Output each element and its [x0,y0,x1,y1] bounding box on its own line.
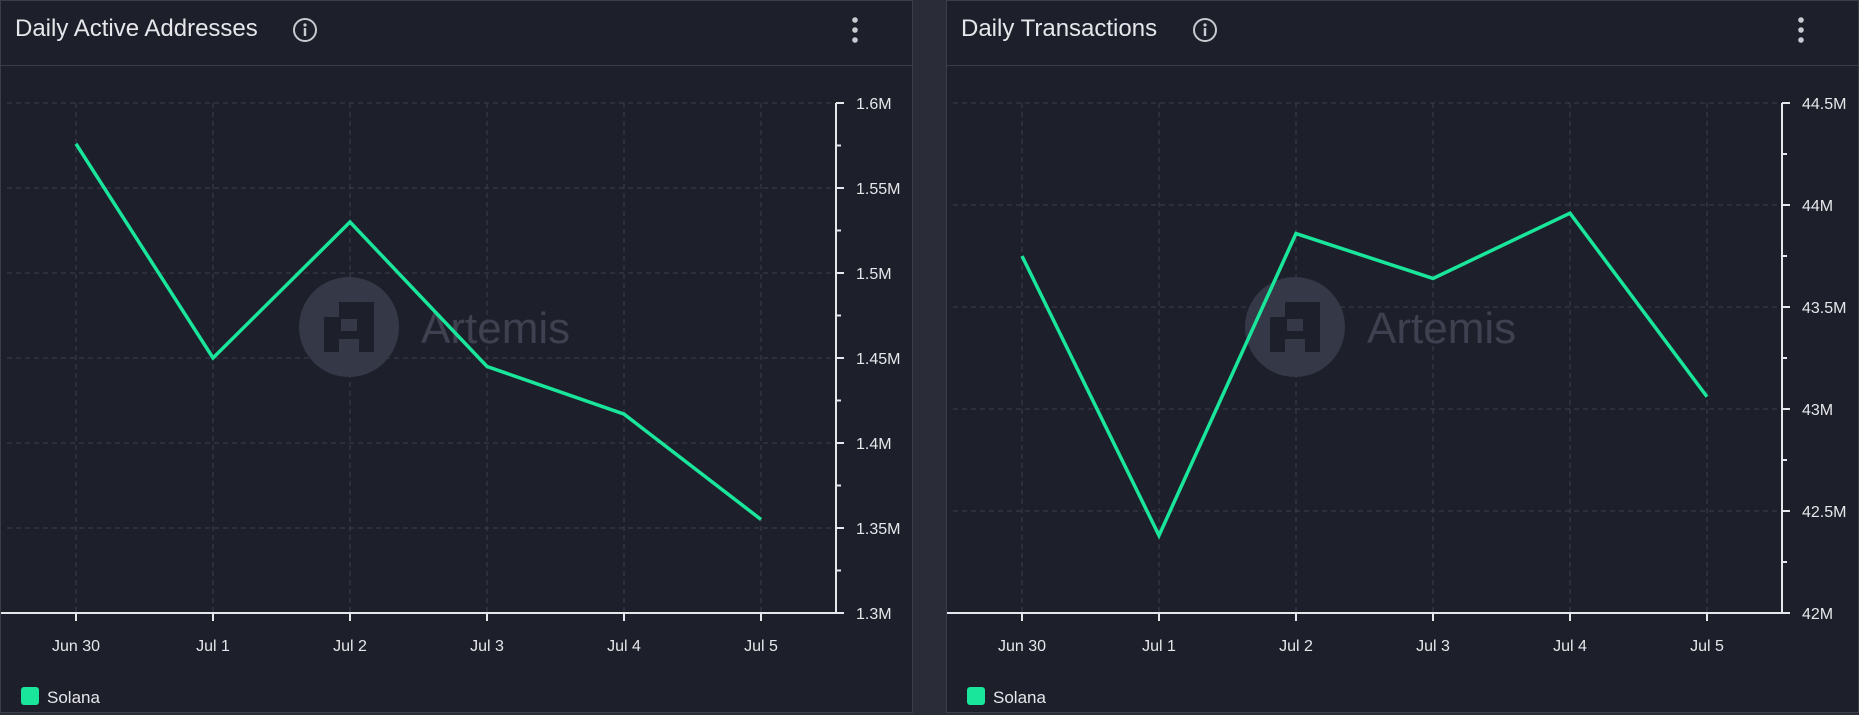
panel-title: Daily Active Addresses [15,15,258,42]
info-icon[interactable] [1192,17,1218,43]
watermark-logo-cutout [1287,319,1303,331]
chart-panel-daily-active-addresses: Daily Active Addresses Artemis Jun 30 Jul … [0,0,913,713]
panel-title: Daily Transactions [961,15,1158,42]
watermark-text: Artemis [1367,304,1516,353]
x-tick-label: Jul 4 [607,638,641,655]
x-tick-label: Jul 1 [196,638,230,655]
y-tick-label: 1.5M [856,266,892,283]
watermark-logo: Artemis [299,277,570,377]
x-tick-label: Jun 30 [998,638,1046,655]
kebab-menu-icon[interactable] [1796,15,1806,45]
x-tick-label: Jul 3 [1416,638,1450,655]
chart-panel-daily-transactions: Daily Transactions Artemis Jun 30 Jul 1 Jul… [946,0,1859,713]
watermark-logo-cutout [341,319,357,331]
x-tick-label: Jul 3 [470,638,504,655]
x-tick-label: Jun 30 [52,638,100,655]
y-tick-label: 1.55M [856,181,900,198]
y-tick-label: 1.3M [856,606,892,623]
y-tick-label: 42M [1802,606,1833,623]
y-tick-label: 44.5M [1802,96,1846,113]
y-tick-label: 1.45M [856,351,900,368]
y-tick-label: 1.6M [856,96,892,113]
x-tick-label: Jul 4 [1553,638,1587,655]
series-line-solana [1020,210,1709,540]
x-tick-label: Jul 1 [1142,638,1176,655]
panel-header: Daily Transactions [947,1,1858,66]
y-tick-label: 1.4M [856,436,892,453]
x-tick-label: Jul 5 [744,638,778,655]
legend-swatch [967,687,985,705]
legend-swatch [21,687,39,705]
x-tick-label: Jul 2 [333,638,367,655]
y-tick-label: 1.35M [856,521,900,538]
legend-label: Solana [47,688,100,707]
kebab-menu-icon[interactable] [850,15,860,45]
x-tick-label: Jul 2 [1279,638,1313,655]
y-tick-label: 42.5M [1802,504,1846,521]
line-chart-daily-transactions: Artemis Jun 30 Jul 1 Jul 2 Jul 3 Jul 4 Jul 5 42… [947,96,1846,655]
watermark-text: Artemis [421,304,570,353]
info-icon[interactable] [292,17,318,43]
y-tick-label: 43.5M [1802,300,1846,317]
panel-header: Daily Active Addresses [1,1,912,66]
line-chart-daily-active-addresses: Artemis Jun 30 Jul 1 Jul 2 Jul 3 Jul 4 Jul 5 1.… [1,96,900,655]
series-line-solana [74,142,763,521]
x-tick-label: Jul 5 [1690,638,1724,655]
y-tick-label: 43M [1802,402,1833,419]
legend-label: Solana [993,688,1046,707]
y-tick-label: 44M [1802,198,1833,215]
watermark-logo: Artemis [1245,277,1516,377]
